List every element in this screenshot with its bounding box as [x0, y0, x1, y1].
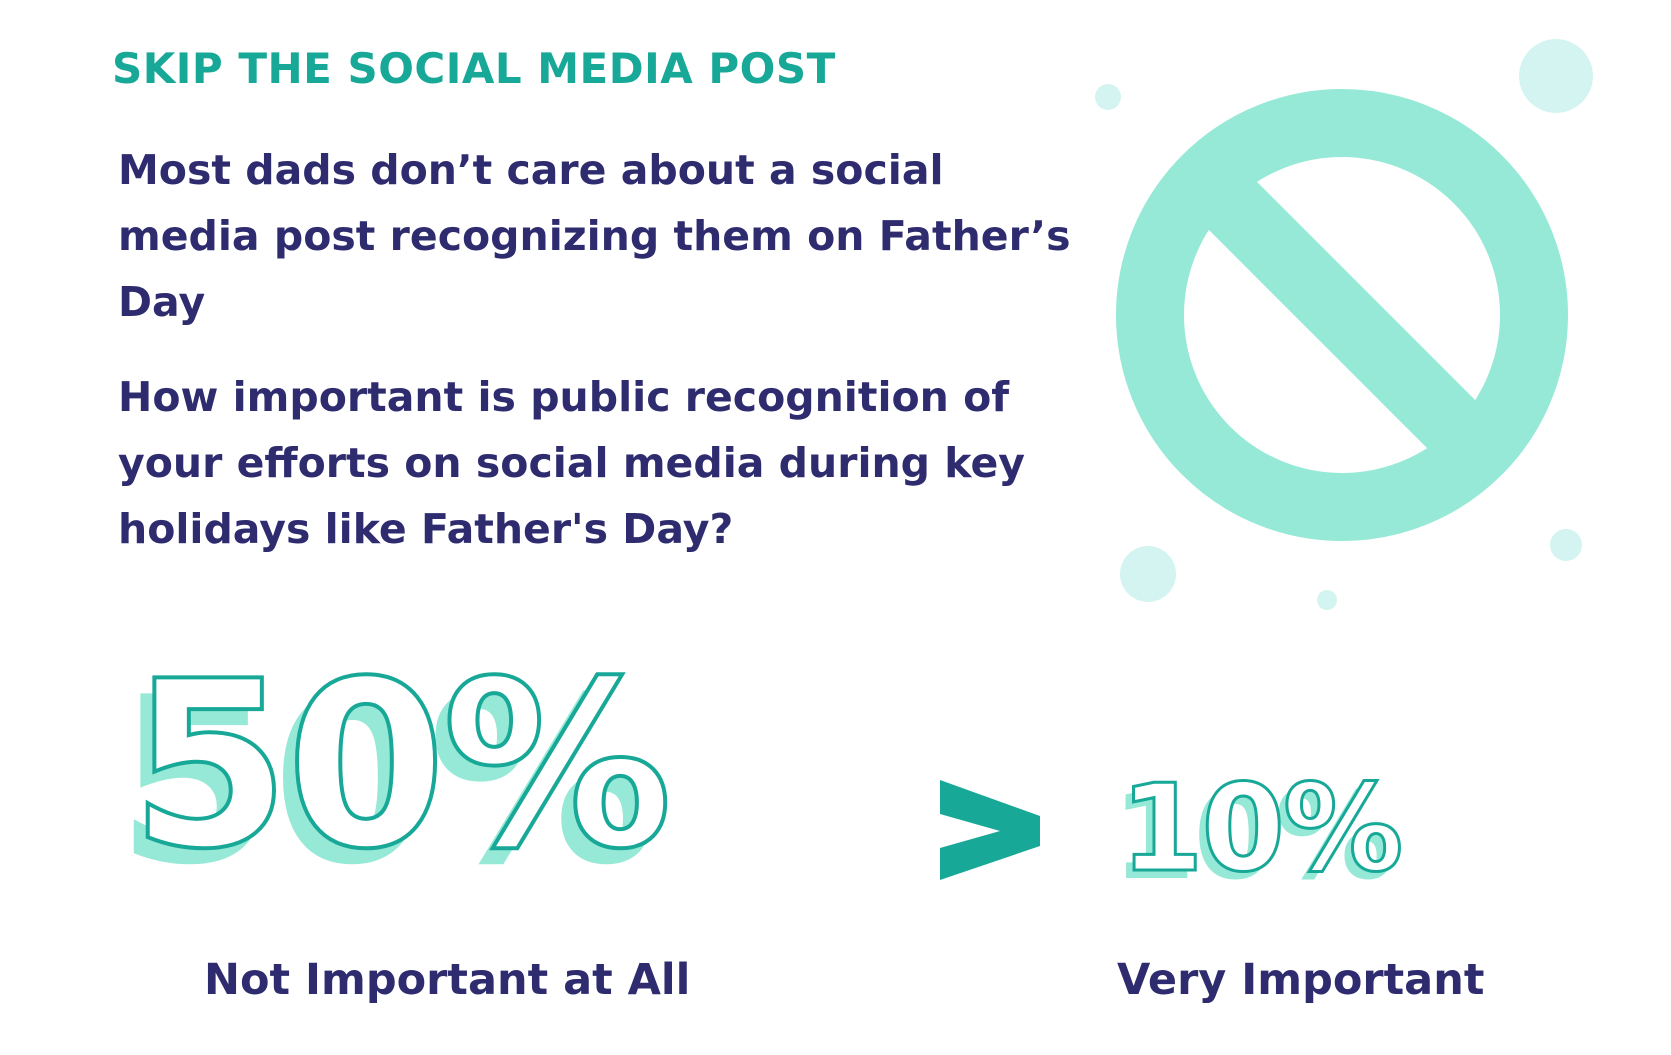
stat-right-label: Very Important — [1117, 955, 1485, 1005]
greater-than-icon — [940, 780, 1040, 880]
stat-right-value: 10% 10% — [1112, 768, 1405, 898]
bubble-icon — [1120, 546, 1176, 602]
stat-left-number: 50% — [128, 633, 675, 900]
survey-question: How important is public recognition of y… — [118, 373, 1026, 553]
bubble-icon — [1095, 84, 1121, 110]
stat-left-shadow: 50% — [116, 649, 659, 916]
bubble-icon — [1550, 529, 1582, 561]
bubble-icon — [1317, 590, 1337, 610]
stat-left-value: 50% 50% — [116, 650, 675, 898]
stat-right-shadow: 10% — [1112, 768, 1395, 907]
bubble-icon — [1519, 39, 1593, 113]
stat-right-number: 10% — [1118, 760, 1404, 899]
prohibited-sign-icon — [1116, 89, 1568, 541]
section-eyebrow: SKIP THE SOCIAL MEDIA POST — [112, 44, 836, 93]
bubble-icons — [1095, 39, 1593, 610]
stat-left-label: Not Important at All — [204, 955, 691, 1005]
statement-text: Most dads don’t care about a social medi… — [118, 146, 1071, 326]
